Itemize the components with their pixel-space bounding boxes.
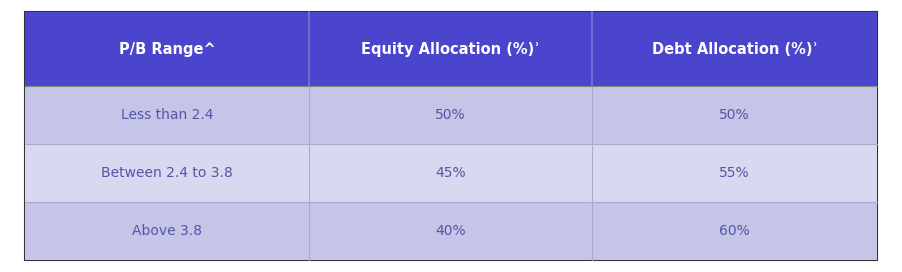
Text: 50%: 50% <box>719 108 750 122</box>
Text: Between 2.4 to 3.8: Between 2.4 to 3.8 <box>101 166 233 180</box>
Text: Equity Allocation (%)ʾ: Equity Allocation (%)ʾ <box>362 42 540 57</box>
Text: Less than 2.4: Less than 2.4 <box>121 108 213 122</box>
FancyBboxPatch shape <box>25 144 877 202</box>
Text: 60%: 60% <box>719 224 750 238</box>
Text: 50%: 50% <box>436 108 466 122</box>
Text: Above 3.8: Above 3.8 <box>132 224 202 238</box>
FancyBboxPatch shape <box>25 86 877 144</box>
Text: 45%: 45% <box>436 166 466 180</box>
Text: 55%: 55% <box>719 166 750 180</box>
FancyBboxPatch shape <box>25 12 877 86</box>
FancyBboxPatch shape <box>25 12 877 260</box>
Text: 40%: 40% <box>436 224 466 238</box>
Text: P/B Range^: P/B Range^ <box>119 42 216 57</box>
FancyBboxPatch shape <box>25 202 877 260</box>
Text: Debt Allocation (%)ʾ: Debt Allocation (%)ʾ <box>651 42 817 57</box>
